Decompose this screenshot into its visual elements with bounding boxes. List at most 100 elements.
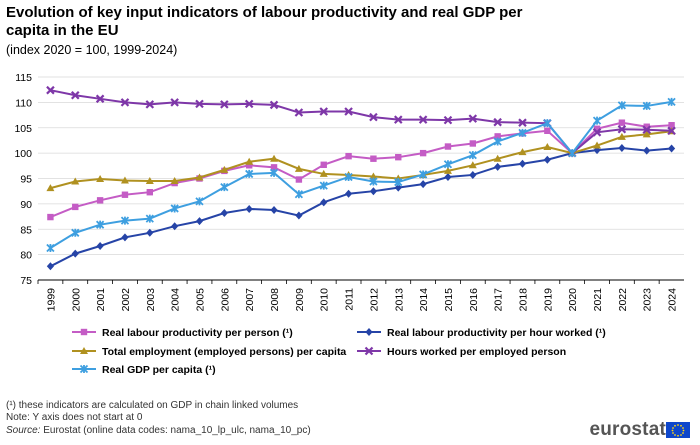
data-point [668,122,675,129]
data-point [72,203,79,211]
data-point [195,173,204,181]
data-point [493,154,502,162]
x-tick-label: 2024 [667,288,679,312]
data-point [543,119,552,128]
legend-label: Real labour productivity per hour worked… [387,327,606,339]
data-point [418,115,428,124]
y-tick-label: 105 [14,123,32,135]
data-point [468,114,478,123]
data-point [344,172,353,182]
data-point [46,184,55,192]
data-point [170,204,179,213]
data-point [395,153,402,161]
data-point [493,137,502,146]
data-point [369,172,378,180]
chart-subtitle: (index 2020 = 100, 1999-2024) [6,43,178,57]
x-tick-label: 2016 [468,288,480,312]
data-point [96,197,104,204]
x-tick-label: 2002 [120,288,132,312]
series-5 [46,97,676,253]
data-point [294,164,303,172]
data-point [393,115,403,124]
x-tick-label: 2020 [567,288,579,312]
data-point [443,166,452,174]
data-point [518,159,527,168]
footnote-chain-linked: (¹) these indicators are calculated on G… [6,400,299,411]
data-point [245,169,254,179]
data-point [46,85,55,95]
x-tick-label: 2014 [418,288,430,312]
data-point [319,181,328,190]
legend-label: Total employment (employed persons) per … [102,346,346,358]
data-point [220,209,228,218]
data-point [444,143,452,150]
data-point [443,115,453,125]
data-point [469,140,477,147]
data-point [592,116,602,125]
data-point [468,151,477,160]
series-4 [46,85,676,158]
data-point [270,154,279,162]
data-point [394,177,403,187]
x-tick-label: 2019 [542,288,554,312]
data-point [245,157,254,165]
eurostat-logo-text: eurostat [589,419,666,440]
series-1 [47,119,675,221]
eu-flag-icon [666,422,690,438]
data-point [96,241,104,250]
data-point [667,126,676,136]
eurostat-logo: eurostat [589,419,690,441]
y-tick-label: 80 [20,250,32,262]
x-tick-label: 2011 [344,288,356,311]
y-tick-label: 115 [15,72,32,84]
y-tick-label: 100 [14,148,32,160]
data-point [642,125,652,135]
data-point [145,214,154,223]
data-point [120,216,130,225]
x-tick-label: 2008 [269,288,281,312]
data-point [518,128,527,137]
data-point [95,220,105,229]
x-tick-label: 2007 [244,288,256,312]
x-tick-label: 2015 [443,288,455,312]
data-point [270,164,278,171]
data-point [618,144,626,153]
data-point [295,211,303,220]
x-tick-label: 2006 [219,288,231,312]
data-point [642,130,651,138]
data-point [345,152,352,160]
data-point [394,183,402,192]
legend-item: Total employment (employed persons) per … [72,346,346,358]
data-point [146,228,154,237]
data-point [667,144,676,153]
legend-marker [79,364,89,374]
data-point [418,170,428,179]
x-tick-label: 2000 [70,288,82,312]
data-point [47,213,54,221]
x-tick-label: 2005 [195,288,207,312]
data-point [95,94,105,104]
data-point [320,198,328,207]
data-point [120,98,130,107]
data-point [667,97,676,107]
legend-label: Real labour productivity per person (¹) [102,327,293,339]
legend-item: Real GDP per capita (¹) [72,364,216,376]
series-line [49,100,672,249]
data-point [642,101,651,111]
series-2 [46,144,676,271]
data-point [70,90,80,100]
data-point [444,172,452,181]
series-line [50,121,672,218]
data-point [419,149,427,157]
data-point [592,128,602,137]
series-line [50,130,672,190]
data-point [71,249,79,258]
data-point [146,189,154,196]
data-point [121,233,129,242]
y-tick-label: 90 [20,199,32,211]
line-chart: 75 80 85 90 95 100 105 110 115 1999 2000 2001 2002 20… [14,72,684,376]
data-point [269,168,279,178]
data-point [294,190,304,199]
data-point [593,141,602,149]
data-point [617,101,627,110]
